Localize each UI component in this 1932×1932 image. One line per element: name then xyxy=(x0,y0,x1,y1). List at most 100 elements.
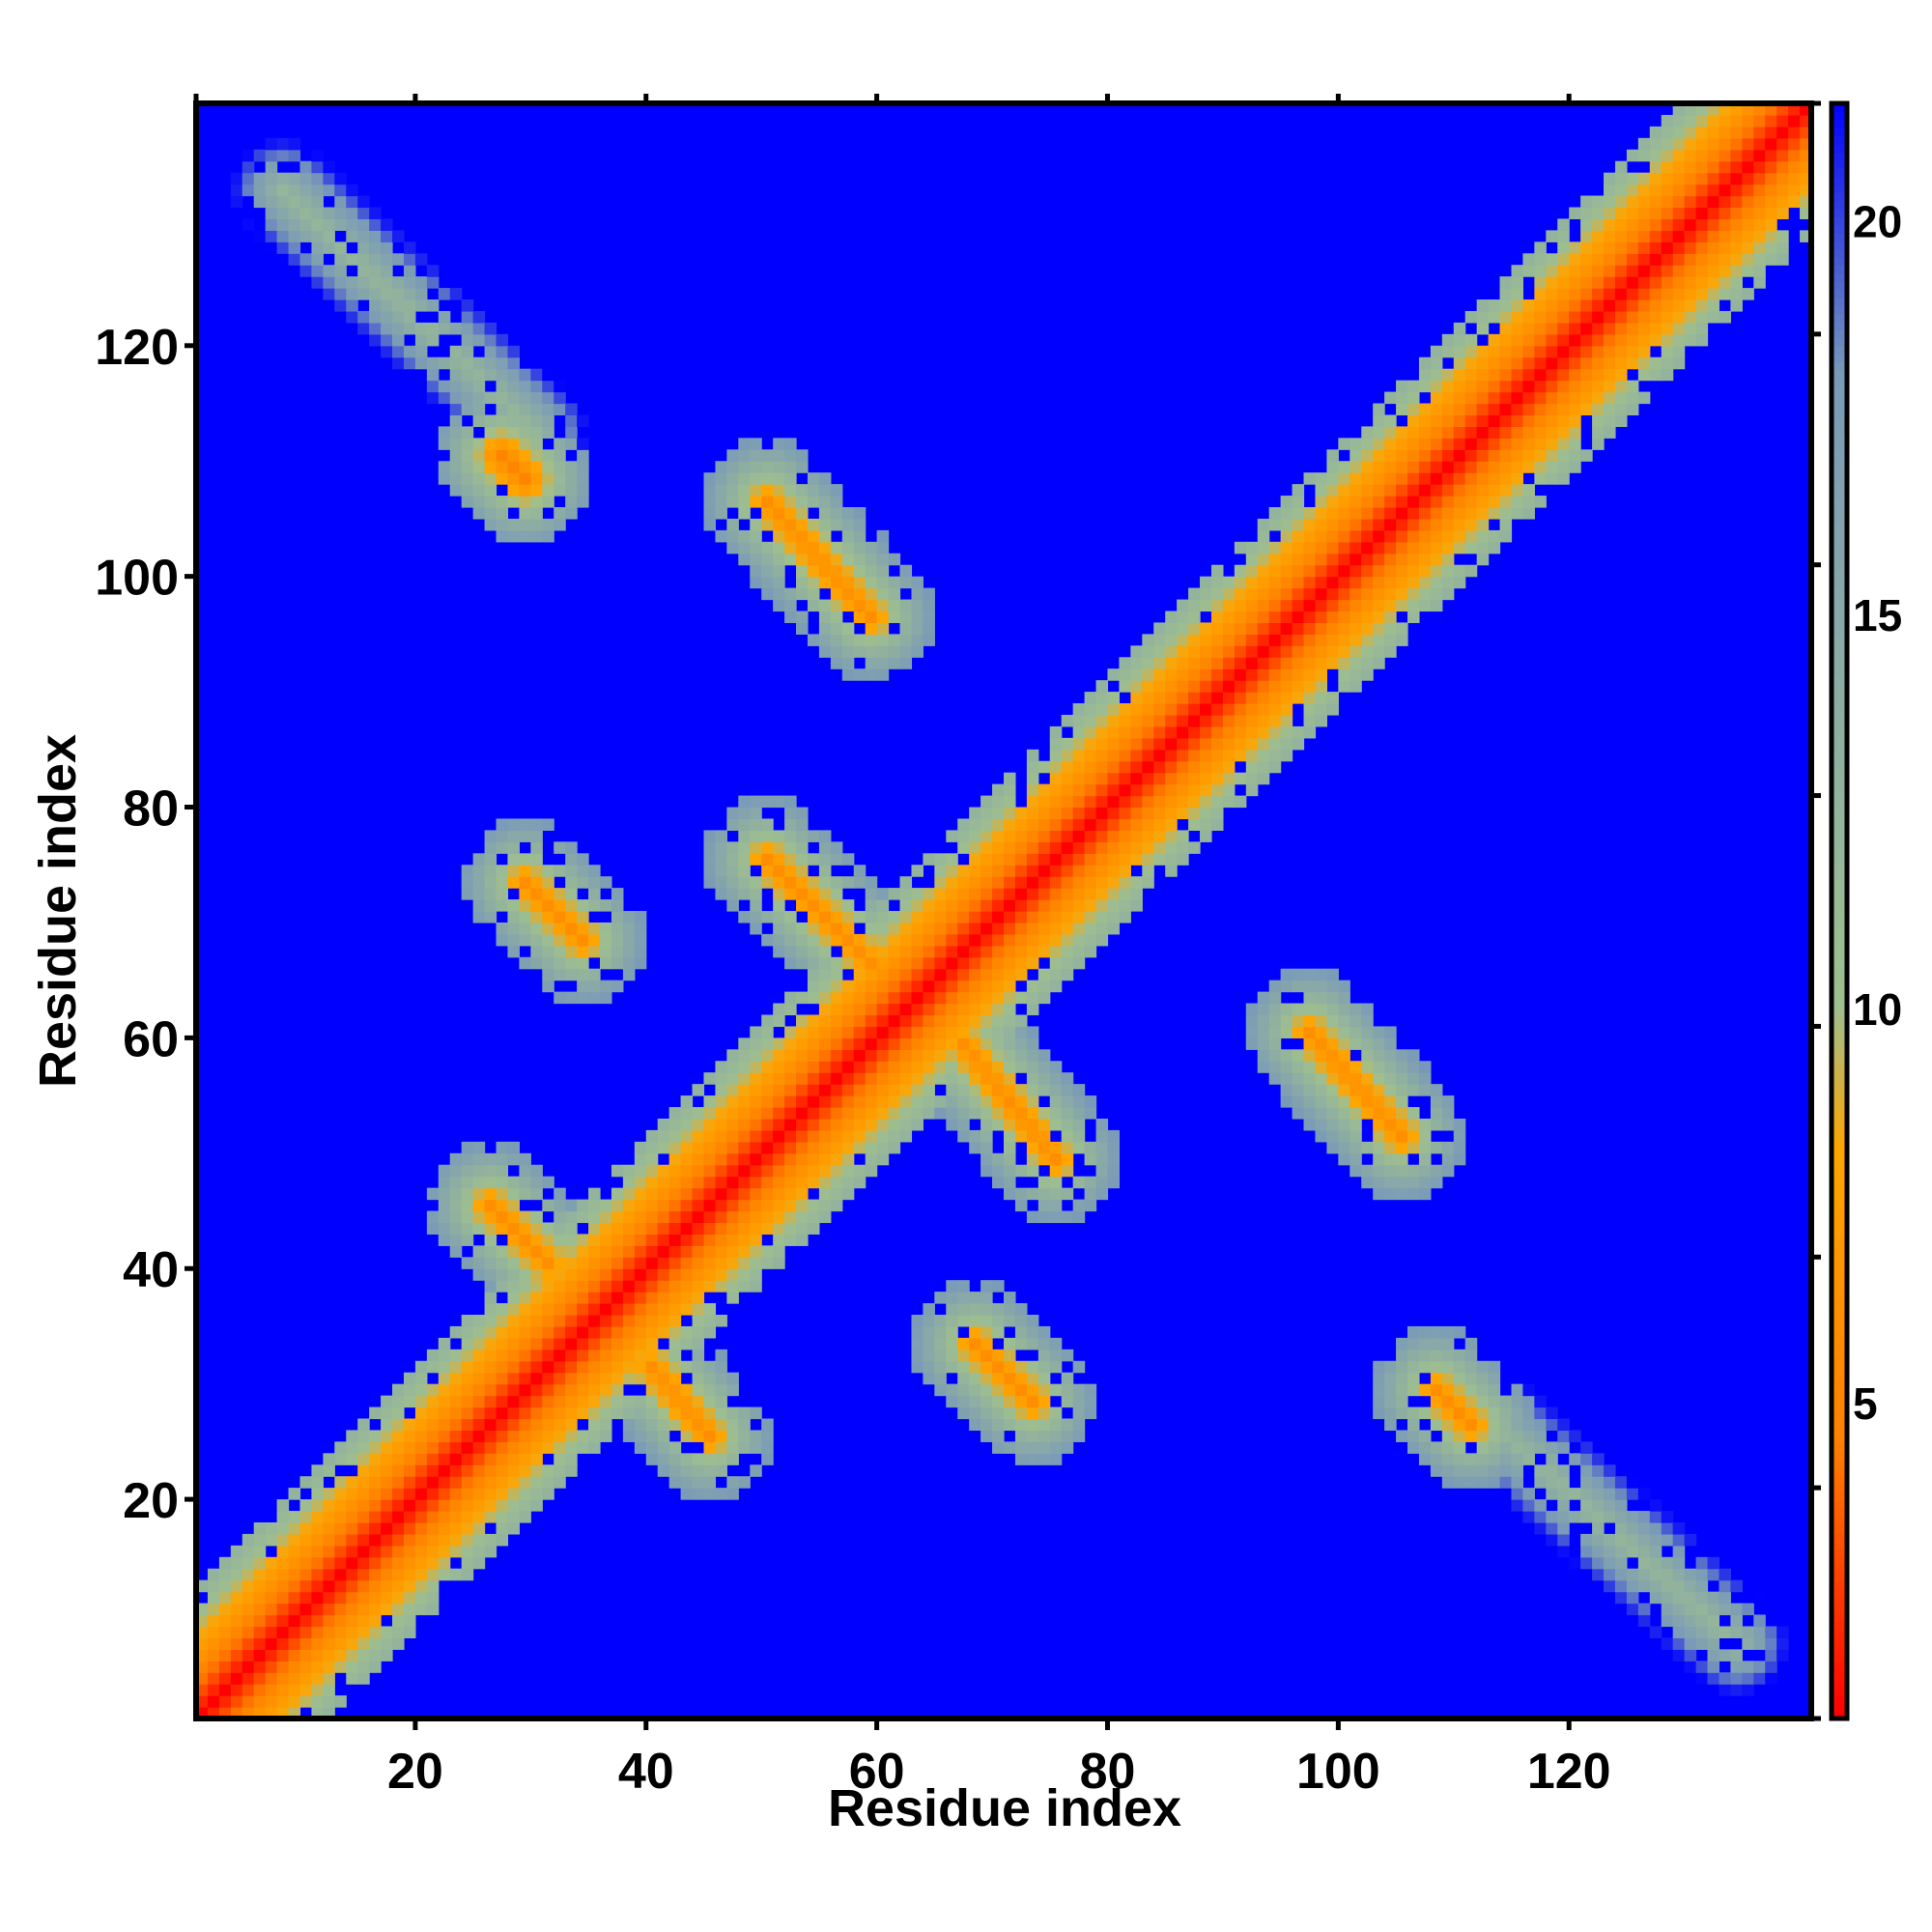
heatmap-cell xyxy=(334,1441,347,1454)
heatmap-cell xyxy=(449,1325,463,1339)
heatmap-cell xyxy=(253,1661,267,1673)
heatmap-cell xyxy=(657,1118,670,1131)
heatmap-cell xyxy=(1614,218,1628,231)
heatmap-cell xyxy=(1730,172,1743,185)
heatmap-cell xyxy=(1511,1418,1524,1432)
heatmap-cell xyxy=(784,1199,797,1212)
heatmap-cell xyxy=(1026,841,1039,854)
heatmap-cell xyxy=(1464,310,1478,324)
heatmap-cell xyxy=(773,1187,785,1201)
heatmap-cell xyxy=(346,1476,358,1489)
heatmap-cell xyxy=(830,657,843,669)
heatmap-cell xyxy=(830,1014,843,1028)
heatmap-cell xyxy=(622,1418,636,1432)
heatmap-cell xyxy=(1014,1325,1028,1339)
heatmap-cell xyxy=(1061,968,1074,981)
heatmap-cell xyxy=(703,865,717,877)
heatmap-cell xyxy=(530,1488,543,1500)
heatmap-cell xyxy=(519,438,531,450)
heatmap-cell xyxy=(507,1395,520,1408)
heatmap-cell xyxy=(1338,576,1350,589)
heatmap-cell xyxy=(1788,172,1801,185)
heatmap-cell xyxy=(668,1395,682,1408)
heatmap-cell xyxy=(1350,1026,1362,1038)
heatmap-cell xyxy=(807,1095,820,1108)
heatmap-cell xyxy=(1637,184,1651,197)
heatmap-cell xyxy=(1534,1464,1547,1477)
heatmap-cell xyxy=(1338,1014,1350,1028)
heatmap-cell xyxy=(519,1406,531,1420)
heatmap-cell xyxy=(403,1372,416,1385)
heatmap-cell xyxy=(818,496,832,508)
heatmap-cell xyxy=(1061,911,1074,923)
heatmap-cell xyxy=(265,172,278,185)
heatmap-cell xyxy=(1268,1061,1282,1073)
heatmap-cell xyxy=(1557,1441,1570,1454)
heatmap-cell xyxy=(334,1499,347,1512)
heatmap-cell xyxy=(645,1406,659,1420)
heatmap-cell xyxy=(438,1464,451,1477)
heatmap-cell xyxy=(1350,1152,1362,1166)
heatmap-cell xyxy=(1338,587,1350,601)
heatmap-cell xyxy=(1637,1511,1651,1523)
heatmap-cell xyxy=(1546,1418,1558,1432)
heatmap-cell xyxy=(519,1441,531,1454)
heatmap-cell xyxy=(1361,449,1374,462)
heatmap-cell xyxy=(715,1222,727,1235)
heatmap-cell xyxy=(796,956,809,970)
heatmap-cell xyxy=(600,1210,612,1224)
heatmap-cell xyxy=(519,1476,531,1489)
heatmap-cell xyxy=(726,1164,739,1178)
heatmap-cell xyxy=(1280,507,1293,520)
heatmap-cell xyxy=(530,1395,543,1408)
heatmap-cell xyxy=(1384,1164,1397,1178)
heatmap-cell xyxy=(738,461,751,473)
heatmap-cell xyxy=(980,888,993,900)
heatmap-cell xyxy=(1569,1488,1581,1500)
heatmap-cell xyxy=(334,1614,347,1628)
heatmap-cell xyxy=(750,1257,762,1269)
heatmap-cell xyxy=(876,956,890,970)
heatmap-cell xyxy=(577,1292,589,1304)
heatmap-cell xyxy=(1014,1164,1028,1178)
heatmap-cell xyxy=(784,518,797,531)
heatmap-cell xyxy=(392,1406,405,1420)
heatmap-cell xyxy=(496,1395,509,1408)
heatmap-cell xyxy=(1165,853,1178,866)
heatmap-cell xyxy=(519,1315,531,1327)
heatmap-cell xyxy=(1222,622,1236,635)
heatmap-cell xyxy=(750,1245,762,1258)
heatmap-cell xyxy=(323,184,335,197)
heatmap-cell xyxy=(830,922,843,935)
heatmap-cell xyxy=(1396,1095,1408,1108)
heatmap-cell xyxy=(773,541,785,554)
heatmap-cell xyxy=(1026,1325,1039,1339)
heatmap-cell xyxy=(600,1292,612,1304)
heatmap-cell xyxy=(542,1476,554,1489)
heatmap-cell xyxy=(1292,622,1305,635)
heatmap-cell xyxy=(715,1257,727,1269)
heatmap-cell xyxy=(934,865,947,877)
heatmap-cell xyxy=(969,1303,981,1316)
heatmap-cell xyxy=(403,1591,416,1605)
heatmap-cell xyxy=(750,1026,762,1038)
heatmap-cell xyxy=(1338,553,1350,566)
heatmap-cell xyxy=(554,888,566,900)
heatmap-cell xyxy=(784,807,797,820)
heatmap-cell xyxy=(761,911,774,923)
heatmap-cell xyxy=(1742,126,1754,139)
heatmap-cell xyxy=(1257,703,1270,716)
heatmap-cell xyxy=(253,1637,267,1650)
heatmap-cell xyxy=(507,1521,520,1535)
heatmap-cell xyxy=(1188,737,1201,751)
heatmap-cell xyxy=(369,1488,382,1500)
heatmap-cell xyxy=(1292,1095,1305,1108)
heatmap-cell xyxy=(299,1591,313,1605)
heatmap-cell xyxy=(484,356,497,370)
heatmap-cell xyxy=(565,461,578,473)
heatmap-cell xyxy=(1049,1164,1063,1178)
heatmap-cell xyxy=(1245,611,1259,624)
heatmap-cell xyxy=(923,1303,935,1316)
heatmap-cell xyxy=(1361,599,1374,612)
heatmap-cell xyxy=(218,1556,232,1570)
